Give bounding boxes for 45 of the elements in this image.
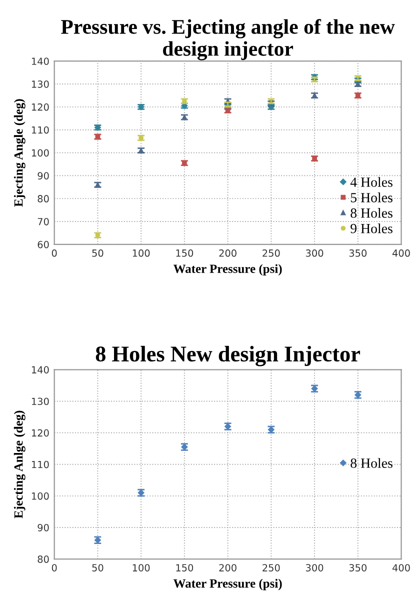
y-tick-label: 70 bbox=[38, 218, 49, 226]
chart-title: 8 Holes New design Injector bbox=[96, 346, 360, 366]
legend-label: 5 Holes bbox=[350, 192, 392, 202]
legend-label: 8 Holes bbox=[350, 208, 392, 218]
x-tick-label: 50 bbox=[92, 564, 104, 572]
chart-title: Pressure vs. Ejecting angle of the new design injector bbox=[61, 19, 395, 60]
y-tick-label: 100 bbox=[32, 149, 49, 157]
y-tick-label: 60 bbox=[38, 240, 49, 248]
y-tick-label: 80 bbox=[38, 556, 49, 563]
y-tick-label: 100 bbox=[32, 492, 49, 500]
y-tick-label: 80 bbox=[38, 195, 49, 202]
x-tick-label: 100 bbox=[132, 564, 150, 572]
y-tick-label: 90 bbox=[38, 524, 49, 532]
x-tick-label: 100 bbox=[132, 249, 150, 257]
x-tick-label: 350 bbox=[349, 249, 367, 257]
x-tick-label: 400 bbox=[392, 564, 410, 572]
x-tick-label: 200 bbox=[219, 564, 236, 572]
y-tick-label: 140 bbox=[32, 58, 49, 65]
y-axis-title: Ejecting Anlge (deg) bbox=[14, 410, 26, 518]
y-tick-label: 130 bbox=[32, 80, 49, 88]
x-tick-label: 300 bbox=[306, 564, 324, 572]
legend-label: 9 Holes bbox=[350, 223, 392, 234]
x-tick-label: 0 bbox=[52, 564, 57, 572]
x-tick-label: 350 bbox=[349, 564, 367, 572]
y-tick-label: 110 bbox=[32, 460, 49, 468]
x-tick-label: 400 bbox=[392, 249, 410, 257]
y-tick-label: 110 bbox=[32, 126, 49, 134]
y-axis-title: Ejecting Angle (deg) bbox=[14, 99, 26, 207]
y-tick-label: 130 bbox=[32, 398, 49, 406]
x-tick-label: 50 bbox=[92, 249, 104, 257]
y-tick-label: 120 bbox=[32, 103, 49, 111]
x-tick-label: 0 bbox=[52, 249, 57, 257]
y-tick-label: 90 bbox=[38, 172, 49, 180]
x-axis-title: Water Pressure (psi) bbox=[173, 264, 282, 276]
x-tick-label: 250 bbox=[262, 249, 280, 257]
x-tick-label: 250 bbox=[262, 564, 280, 572]
legend-label: 4 Holes bbox=[350, 177, 392, 187]
x-tick-label: 200 bbox=[219, 249, 236, 257]
y-tick-label: 140 bbox=[32, 366, 49, 374]
x-tick-label: 150 bbox=[176, 249, 194, 257]
x-tick-label: 150 bbox=[176, 564, 194, 572]
x-axis-title: Water Pressure (psi) bbox=[173, 578, 282, 590]
x-tick-label: 300 bbox=[306, 249, 324, 257]
legend-label: 8 Holes bbox=[350, 458, 392, 468]
y-tick-label: 120 bbox=[32, 429, 49, 437]
